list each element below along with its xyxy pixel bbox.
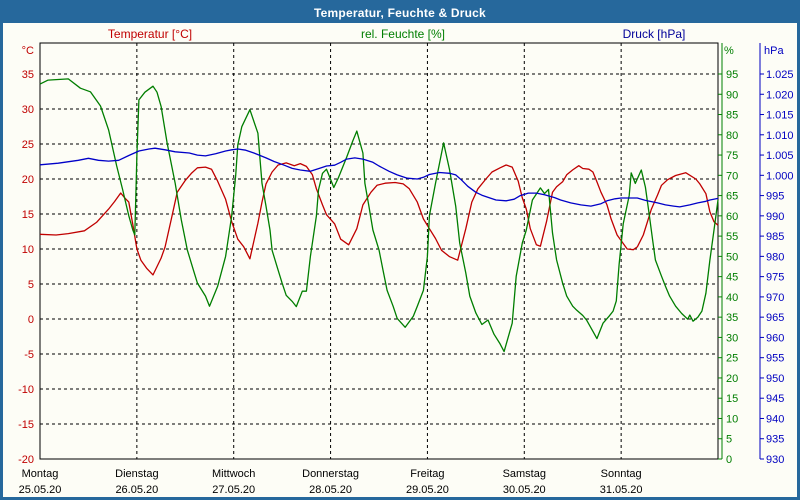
humidity-tick-label: 45	[726, 272, 738, 284]
humidity-tick-label: 20	[726, 373, 738, 385]
temperature-tick-label: 5	[28, 279, 34, 291]
pressure-tick-label: 995	[766, 191, 784, 203]
day-name-label: Donnerstag	[302, 468, 359, 480]
temperature-tick-label: 25	[22, 139, 34, 151]
pressure-tick-label: 1.020	[766, 89, 794, 101]
humidity-tick-label: 80	[726, 130, 738, 142]
pressure-tick-label: 955	[766, 353, 784, 365]
pressure-tick-label: 945	[766, 393, 784, 405]
chart-area: Temperatur [°C] rel. Feuchte [%] Druck […	[3, 23, 797, 497]
day-date-label: 31.05.20	[600, 484, 643, 496]
day-name-label: Freitag	[410, 468, 444, 480]
pressure-tick-label: 1.025	[766, 69, 794, 81]
day-name-label: Dienstag	[115, 468, 158, 480]
pressure-axis-unit: hPa	[764, 45, 784, 57]
humidity-tick-label: 0	[726, 454, 732, 466]
temperature-tick-label: 0	[28, 314, 34, 326]
humidity-tick-label: 5	[726, 434, 732, 446]
pressure-tick-label: 970	[766, 292, 784, 304]
pressure-tick-label: 985	[766, 231, 784, 243]
humidity-curve	[39, 78, 719, 353]
humidity-tick-label: 25	[726, 353, 738, 365]
temperature-tick-label: -20	[18, 454, 34, 466]
temperature-tick-label: -5	[24, 349, 34, 361]
legend-pressure: Druck [hPa]	[623, 27, 686, 41]
humidity-tick-label: 60	[726, 211, 738, 223]
plot-frame	[39, 42, 719, 460]
temperature-tick-label: 10	[22, 244, 34, 256]
day-date-label: 30.05.20	[503, 484, 546, 496]
pressure-tick-label: 930	[766, 454, 784, 466]
day-name-label: Montag	[22, 468, 59, 480]
day-date-label: 28.05.20	[309, 484, 352, 496]
humidity-tick-label: 75	[726, 150, 738, 162]
humidity-tick-label: 40	[726, 292, 738, 304]
day-date-label: 25.05.20	[19, 484, 62, 496]
humidity-tick-label: 90	[726, 89, 738, 101]
pressure-tick-label: 965	[766, 312, 784, 324]
day-name-label: Samstag	[503, 468, 546, 480]
humidity-tick-label: 35	[726, 312, 738, 324]
day-name-label: Mittwoch	[212, 468, 255, 480]
pressure-tick-label: 980	[766, 251, 784, 263]
humidity-axis-unit: %	[724, 45, 734, 57]
temperature-tick-label: 35	[22, 69, 34, 81]
window-title: Temperatur, Feuchte & Druck	[314, 6, 486, 20]
pressure-tick-label: 1.015	[766, 110, 794, 122]
temperature-curve	[39, 162, 719, 276]
humidity-tick-label: 65	[726, 191, 738, 203]
temperature-tick-label: 30	[22, 104, 34, 116]
humidity-tick-label: 55	[726, 231, 738, 243]
pressure-tick-label: 950	[766, 373, 784, 385]
humidity-tick-label: 15	[726, 393, 738, 405]
pressure-tick-label: 1.010	[766, 130, 794, 142]
pressure-tick-label: 975	[766, 272, 784, 284]
plot-generated: 35302520151050-5-10-15-20959085807570656…	[18, 42, 794, 496]
legend-humidity: rel. Feuchte [%]	[361, 27, 445, 41]
window-titlebar[interactable]: Temperatur, Feuchte & Druck	[3, 3, 797, 23]
pressure-tick-label: 1.000	[766, 170, 794, 182]
temperature-tick-label: -10	[18, 384, 34, 396]
day-date-label: 26.05.20	[115, 484, 158, 496]
day-name-label: Sonntag	[601, 468, 642, 480]
pressure-tick-label: 940	[766, 413, 784, 425]
temperature-tick-label: 20	[22, 174, 34, 186]
pressure-curve	[39, 147, 719, 208]
day-date-label: 27.05.20	[212, 484, 255, 496]
pressure-tick-label: 935	[766, 434, 784, 446]
humidity-tick-label: 10	[726, 413, 738, 425]
humidity-tick-label: 70	[726, 170, 738, 182]
pressure-tick-label: 960	[766, 332, 784, 344]
pressure-tick-label: 1.005	[766, 150, 794, 162]
chart-plot: Temperatur [°C] rel. Feuchte [%] Druck […	[18, 27, 794, 496]
temperature-axis-unit: °C	[22, 45, 34, 57]
humidity-tick-label: 30	[726, 332, 738, 344]
temperature-tick-label: -15	[18, 419, 34, 431]
temperature-tick-label: 15	[22, 209, 34, 221]
day-date-label: 29.05.20	[406, 484, 449, 496]
humidity-tick-label: 95	[726, 69, 738, 81]
humidity-tick-label: 85	[726, 110, 738, 122]
pressure-tick-label: 990	[766, 211, 784, 223]
humidity-tick-label: 50	[726, 251, 738, 263]
legend-temperature: Temperatur [°C]	[108, 27, 192, 41]
